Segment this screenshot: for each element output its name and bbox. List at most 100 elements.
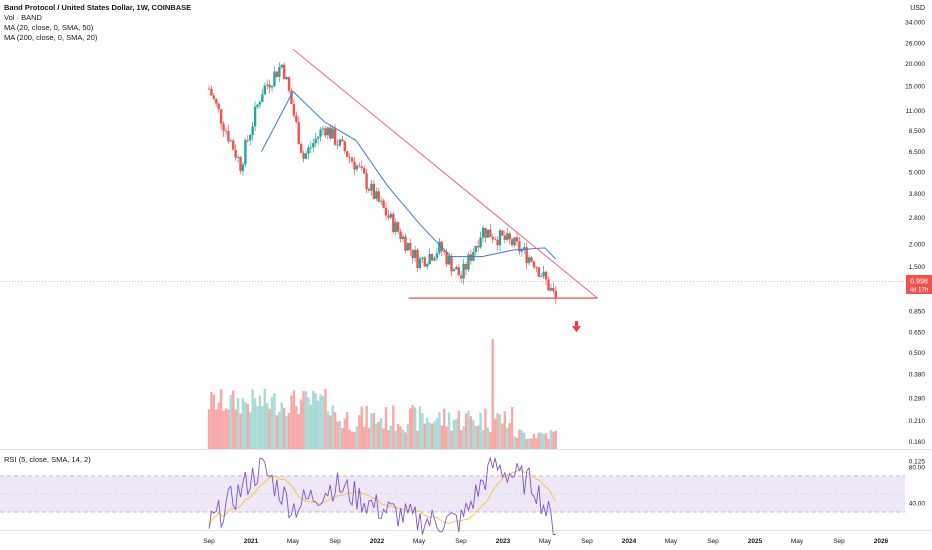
candle-body <box>549 287 553 291</box>
price-tick-label: 3.800 <box>909 191 926 198</box>
volume-bar <box>253 398 257 449</box>
rsi-tick-label: 40.00 <box>909 501 926 508</box>
price-tick-label: 0.650 <box>909 329 926 336</box>
volume-bar <box>474 425 477 449</box>
price-tick-label: 0.380 <box>909 371 926 378</box>
descending-trendline[interactable] <box>292 48 598 299</box>
volume-bar <box>263 388 266 449</box>
volume-bar <box>423 423 427 449</box>
candle-body <box>450 256 453 272</box>
price-tick-label: 6.500 <box>909 149 926 156</box>
candle-body <box>416 249 419 268</box>
rsi-legend[interactable]: RSI (5, close, SMA, 14, 2) <box>4 455 91 464</box>
candle-body <box>404 236 407 251</box>
ma2-legend[interactable]: MA (200, close, 0, SMA, 20) <box>4 33 98 42</box>
volume-bar <box>520 430 524 449</box>
candle-body <box>239 157 242 172</box>
candle-body <box>346 151 349 157</box>
volume-bar <box>389 425 393 449</box>
volume-legend[interactable]: Vol · BAND <box>4 13 42 22</box>
candle-body <box>273 71 276 87</box>
candle-body <box>544 271 548 280</box>
volume-bar <box>387 430 390 449</box>
volume-bar <box>355 426 359 449</box>
volume-bar <box>265 403 269 449</box>
volume-bar <box>321 396 325 449</box>
volume-bar <box>297 414 300 449</box>
time-tick-label: 2024 <box>622 538 637 545</box>
volume-bar <box>406 424 410 449</box>
volume-bar <box>440 425 443 449</box>
volume-bar <box>464 413 468 449</box>
chart-legend: Band Protocol / United States Dollar, 1W… <box>4 3 191 43</box>
candle-body <box>256 104 259 107</box>
candle-body <box>447 256 451 265</box>
candle-body <box>258 102 262 105</box>
candle-body <box>246 140 249 141</box>
volume-bar <box>503 411 507 449</box>
candle-body <box>241 164 245 172</box>
time-tick-label: 2023 <box>496 538 511 545</box>
rsi-line <box>208 456 556 535</box>
volume-bar <box>542 433 545 449</box>
candle-body <box>493 239 497 241</box>
candle-body <box>467 254 470 270</box>
candle-body <box>207 88 211 90</box>
time-axis[interactable]: Sep 2021 May Sep 2022 May Sep 2023 May Sep 2024 May… <box>203 538 888 545</box>
price-tick-label: 0.125 <box>909 459 926 466</box>
candle-body <box>219 109 223 124</box>
volume-bar <box>481 429 485 449</box>
volume-bar <box>295 406 298 449</box>
candle-body <box>324 128 327 136</box>
candle-body <box>392 213 395 232</box>
candle-body <box>312 143 315 148</box>
candle-body <box>508 233 511 240</box>
price-tick-label: 0.500 <box>909 350 926 357</box>
volume-bar <box>210 391 213 449</box>
volume-bar <box>251 389 254 449</box>
volume-bar <box>329 415 332 449</box>
volume-bar <box>523 432 526 449</box>
candle-body <box>282 64 286 79</box>
time-tick-label: May <box>413 538 426 545</box>
volume-bar <box>438 412 441 449</box>
volume-bar <box>290 395 293 449</box>
time-tick-label: Sep <box>455 538 467 545</box>
candle-body <box>484 227 487 238</box>
down-arrow-icon[interactable] <box>572 321 581 333</box>
candle-body <box>249 134 252 141</box>
volume-bar <box>375 423 378 449</box>
candle-body <box>365 173 368 190</box>
candle-body <box>479 237 482 248</box>
candle-body <box>278 67 281 77</box>
time-tick-label: May <box>791 538 804 545</box>
volume-bar <box>518 429 521 449</box>
rsi-axis[interactable]: 80.00 40.00 <box>909 465 926 508</box>
candle-body <box>411 249 414 259</box>
volume-bar <box>416 430 419 449</box>
volume-bar <box>435 418 439 449</box>
volume-bar <box>404 432 407 449</box>
candle-body <box>299 144 303 153</box>
volume-bar <box>222 410 225 449</box>
price-tick-label: 0.210 <box>909 418 926 425</box>
price-axis[interactable]: 34.000 26.000 20.000 15.000 11.000 8.500 6.500… <box>905 20 925 466</box>
ma1-legend[interactable]: MA (20, close, 0, SMA, 50) <box>4 23 94 32</box>
candle-body <box>515 237 519 242</box>
candle-body <box>353 161 356 170</box>
candle-body <box>261 94 264 103</box>
price-tick-label: 2.000 <box>909 241 926 248</box>
symbol-title[interactable]: Band Protocol / United States Dollar, 1W… <box>4 3 192 12</box>
candle-body <box>542 271 545 277</box>
volume-bar <box>236 398 240 449</box>
candle-body <box>338 139 342 146</box>
candle-body <box>348 156 351 158</box>
volume-bar <box>256 406 259 449</box>
candle-body <box>525 247 528 264</box>
candle-body <box>384 207 388 216</box>
candle-body <box>253 106 257 127</box>
time-tick-label: Sep <box>581 538 593 545</box>
candle-body <box>554 290 557 299</box>
candle-body <box>540 276 543 277</box>
